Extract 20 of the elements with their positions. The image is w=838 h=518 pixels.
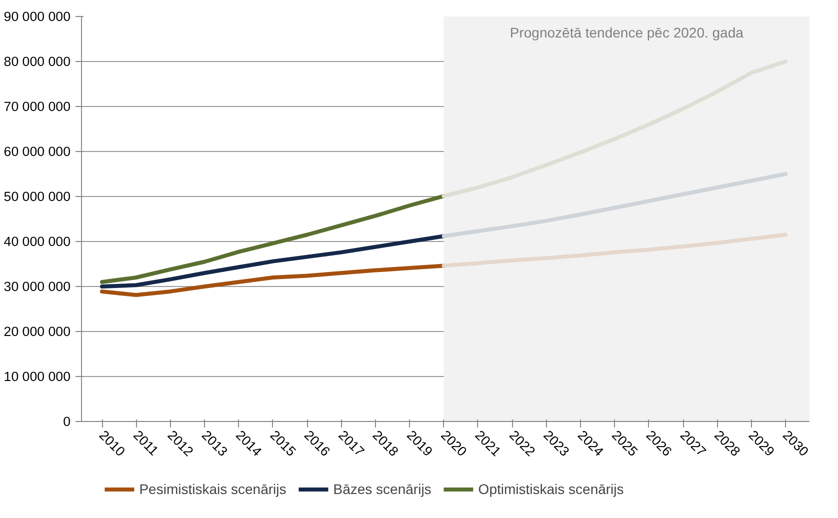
legend-label: Bāzes scenārijs (333, 481, 432, 497)
y-tick-label: 40 000 000 (4, 234, 71, 249)
y-tick-label: 60 000 000 (4, 144, 71, 159)
line-series (442, 172, 788, 238)
y-tick-label: 0 (63, 414, 71, 429)
legend-label: Optimistiskais scenārijs (478, 481, 624, 497)
y-tick-label: 20 000 000 (4, 324, 71, 339)
line-series (100, 194, 446, 284)
line-series (442, 232, 788, 268)
line-series (442, 60, 788, 198)
y-tick-label: 70 000 000 (4, 99, 71, 114)
line-series (100, 264, 446, 298)
y-tick-label: 50 000 000 (4, 189, 71, 204)
y-tick-label: 10 000 000 (4, 369, 71, 384)
y-tick-label: 30 000 000 (4, 279, 71, 294)
y-tick-label: 90 000 000 (4, 9, 71, 24)
y-tick-label: 80 000 000 (4, 54, 71, 69)
line-series (100, 234, 446, 288)
band-label: Prognozētā tendence pēc 2020. gada (510, 24, 744, 40)
legend-label: Pesimistiskais scenārijs (139, 481, 286, 497)
